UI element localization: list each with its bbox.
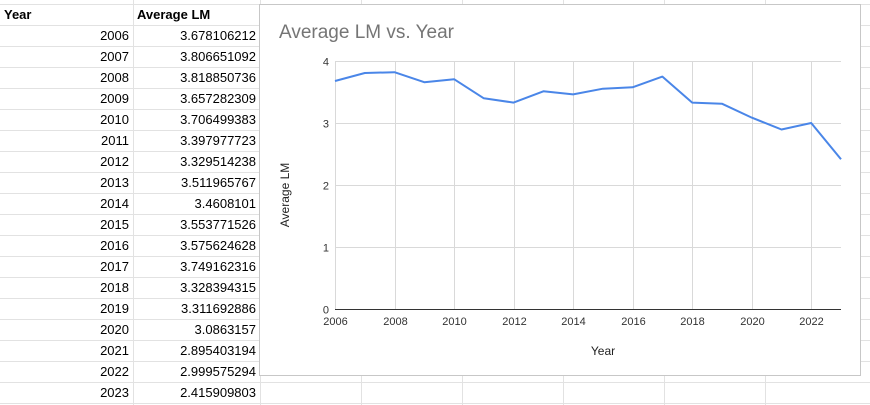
table-row: 2022 2.999575294 [0, 361, 870, 382]
x-tick-label: 2018 [680, 316, 704, 328]
table-row: 2019 3.311692886 [0, 298, 870, 319]
cell-average-lm[interactable]: 3.818850736 [180, 70, 256, 85]
table-row: 2020 3.0863157 [0, 319, 870, 340]
series-line [334, 71, 842, 160]
y-tick-label: 3 [323, 119, 329, 131]
chart-plot: 0 1 2 3 4 2006 2008 2010 2012 2014 2016 2018 2020 202… [278, 57, 842, 358]
y-tick-label: 2 [323, 181, 329, 193]
y-tick-label: 1 [323, 243, 329, 255]
x-tick-label: 2016 [621, 316, 645, 328]
cell-average-lm[interactable]: 3.678106212 [180, 28, 256, 43]
cell-year[interactable]: 2010 [100, 112, 129, 127]
cell-average-lm[interactable]: 3.511965767 [181, 175, 256, 190]
cell-average-lm[interactable]: 3.706499383 [180, 112, 256, 127]
cell-year[interactable]: 2021 [100, 343, 129, 358]
cell-average-lm[interactable]: 3.397977723 [180, 133, 256, 148]
cell-year[interactable]: 2017 [100, 259, 129, 274]
table-row: 2009 3.657282309 [0, 88, 870, 109]
cell-average-lm[interactable]: 3.328394315 [180, 280, 256, 295]
table-row: 2021 2.895403194 [0, 340, 870, 361]
cell-average-lm[interactable]: 3.575624628 [180, 238, 256, 253]
cell-year[interactable]: 2014 [100, 196, 129, 211]
cell-year[interactable]: 2020 [100, 322, 129, 337]
table-row: 2013 3.511965767 [0, 172, 870, 193]
cell-average-lm[interactable]: 3.4608101 [194, 196, 256, 211]
cell-year[interactable]: 2018 [100, 280, 129, 295]
y-tick-label: 4 [323, 57, 329, 69]
cell-year[interactable]: 2015 [100, 217, 129, 232]
cell-year[interactable]: 2022 [100, 364, 129, 379]
cell-year[interactable]: 2009 [100, 91, 129, 106]
cell-year[interactable]: 2019 [100, 301, 129, 316]
table-row: 2018 3.328394315 [0, 277, 870, 298]
y-tick-label: 0 [323, 305, 329, 317]
table-row: 2006 3.678106212 [0, 25, 870, 46]
x-tick-label: 2020 [740, 316, 764, 328]
table-row: 2014 3.4608101 [0, 193, 870, 214]
cell-average-lm[interactable]: 3.657282309 [180, 91, 256, 106]
cell-year[interactable]: 2008 [100, 70, 129, 85]
cell-average-lm[interactable]: 3.329514238 [180, 154, 256, 169]
x-tick-label: 2008 [383, 316, 407, 328]
x-tick-label: 2014 [561, 316, 585, 328]
x-axis-label: Year [591, 344, 615, 358]
table-row: 2016 3.575624628 [0, 235, 870, 256]
cell-average-lm[interactable]: 3.0863157 [194, 322, 256, 337]
table-row: 2017 3.749162316 [0, 256, 870, 277]
cell-average-lm[interactable]: 3.553771526 [180, 217, 256, 232]
table-row: 2007 3.806651092 [0, 46, 870, 67]
cell-average-lm[interactable]: 2.999575294 [180, 364, 256, 379]
cell-average-lm[interactable]: 2.895403194 [180, 343, 256, 358]
cell-year[interactable]: 2013 [100, 175, 129, 190]
x-tick-label: 2022 [799, 316, 823, 328]
header-row: Year Average LM [0, 4, 870, 25]
table-row: 2015 3.553771526 [0, 214, 870, 235]
cell-year[interactable]: 2011 [101, 133, 129, 148]
cell-year[interactable]: 2007 [100, 49, 129, 64]
cell-year[interactable]: 2023 [100, 385, 129, 400]
x-tick-label: 2010 [442, 316, 466, 328]
cell-average-lm[interactable]: 3.749162316 [180, 259, 256, 274]
table-row: 2008 3.818850736 [0, 67, 870, 88]
x-tick-label: 2012 [502, 316, 526, 328]
table-row: 2023 2.415909803 [0, 382, 870, 403]
table-row: 2010 3.706499383 [0, 109, 870, 130]
cell-year[interactable]: 2016 [100, 238, 129, 253]
cell-year[interactable]: 2006 [100, 28, 129, 43]
chart-title: Average LM vs. Year [279, 22, 454, 43]
cell-average-lm[interactable]: 3.806651092 [180, 49, 256, 64]
cell-average-lm[interactable]: 3.311692886 [181, 301, 256, 316]
table-row: 2011 3.397977723 [0, 130, 870, 151]
header-average-lm[interactable]: Average LM [137, 7, 211, 22]
cell-average-lm[interactable]: 2.415909803 [180, 385, 256, 400]
line-chart[interactable]: Average LM vs. Year 0 1 2 3 4 2006 2008 2010 201… [259, 4, 861, 376]
x-tick-label: 2006 [323, 316, 347, 328]
cell-year[interactable]: 2012 [100, 154, 129, 169]
table-row: 2012 3.329514238 [0, 151, 870, 172]
header-year[interactable]: Year [4, 7, 32, 22]
y-axis-label: Average LM [278, 163, 292, 227]
